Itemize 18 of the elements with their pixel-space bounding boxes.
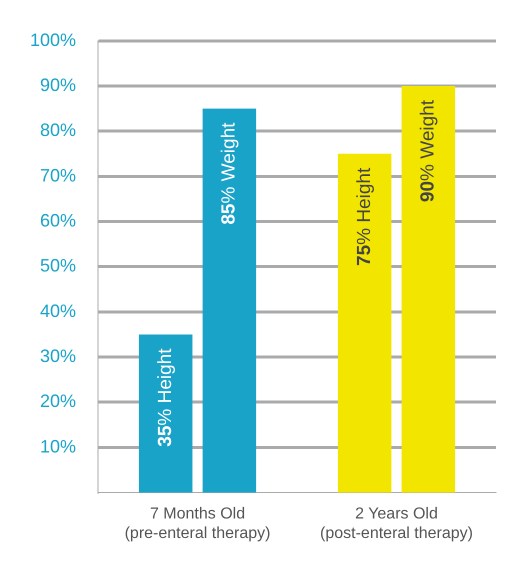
y-tick-label: 40% bbox=[40, 300, 76, 321]
y-tick-label: 100% bbox=[30, 30, 76, 50]
category-label: 2 Years Old bbox=[355, 506, 438, 523]
category-label: (pre-enteral therapy) bbox=[124, 524, 270, 542]
data-label: 35% Height bbox=[154, 348, 176, 447]
data-label: 90% Weight bbox=[418, 99, 439, 202]
y-tick-label: 30% bbox=[40, 346, 76, 366]
data-label: 85% Weight bbox=[218, 122, 240, 225]
category-label: 7 Months Old bbox=[150, 506, 246, 523]
category-label: (post-enteral therapy) bbox=[320, 524, 473, 542]
y-tick-label: 20% bbox=[40, 391, 76, 412]
y-tick-label: 60% bbox=[40, 210, 76, 230]
y-tick-label: 50% bbox=[40, 256, 76, 276]
y-tick-label: 90% bbox=[40, 74, 76, 95]
y-tick-label: 10% bbox=[40, 436, 76, 456]
data-label: 75% Height bbox=[354, 167, 375, 266]
y-tick-label: 70% bbox=[40, 165, 76, 186]
y-tick-label: 80% bbox=[40, 120, 76, 140]
